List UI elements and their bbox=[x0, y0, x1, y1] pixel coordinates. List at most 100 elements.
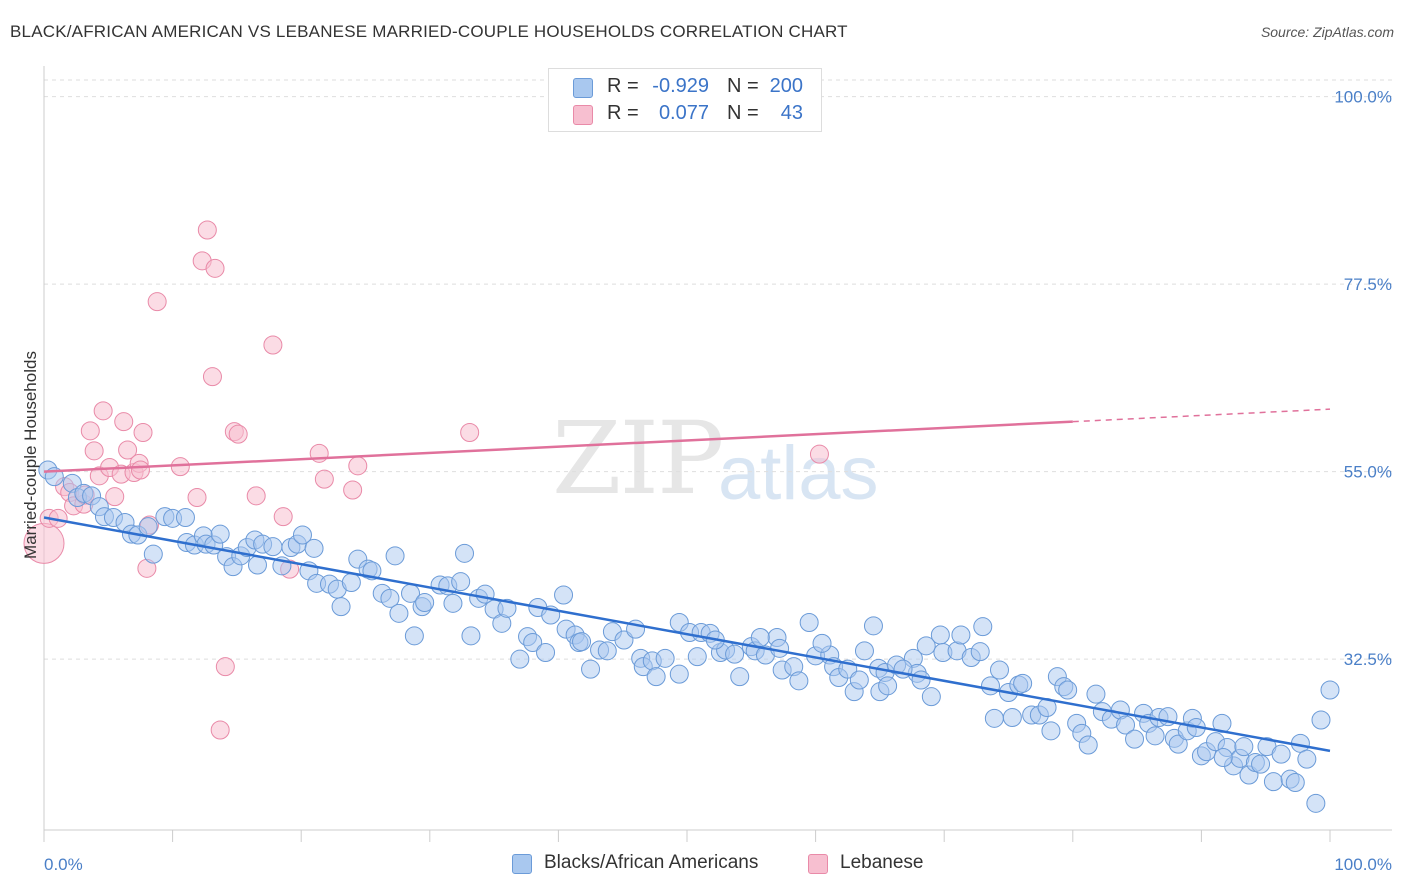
black-african-american-point bbox=[980, 676, 1000, 696]
black-african-american-points bbox=[38, 460, 1340, 813]
black-african-american-point bbox=[143, 544, 163, 564]
x-tick-label: 0.0% bbox=[44, 855, 83, 874]
black-african-american-point bbox=[849, 670, 869, 690]
y-tick-label: 77.5% bbox=[1344, 275, 1392, 294]
watermark-zip: ZIP bbox=[552, 400, 724, 517]
black-african-american-point bbox=[572, 632, 592, 652]
black-african-american-point bbox=[497, 598, 517, 618]
black-african-american-point bbox=[984, 708, 1004, 728]
black-african-american-point bbox=[581, 659, 601, 679]
lebanese-point bbox=[314, 469, 334, 489]
source-label: Source: ZipAtlas.com bbox=[1260, 24, 1394, 40]
black-african-american-point bbox=[1086, 684, 1106, 704]
black-african-american-point bbox=[461, 626, 481, 646]
black-african-american-point bbox=[854, 641, 874, 661]
n-label: N = bbox=[727, 75, 759, 97]
black-african-american-point bbox=[669, 664, 689, 684]
lebanese-point bbox=[114, 412, 134, 432]
lebanese-points bbox=[23, 220, 829, 740]
y-axis-label: Married-couple Households bbox=[21, 351, 40, 559]
black-african-american-point bbox=[1271, 744, 1291, 764]
black-african-american-point bbox=[911, 670, 931, 690]
black-african-american-point bbox=[1168, 734, 1188, 754]
black-african-american-point bbox=[247, 555, 267, 575]
lebanese-point bbox=[133, 423, 153, 442]
black-african-american-point bbox=[1145, 726, 1165, 746]
black-african-american-point bbox=[973, 617, 993, 637]
legend-row-blacks: R = -0.929 N = 200 bbox=[549, 73, 821, 101]
lebanese-point bbox=[80, 421, 100, 441]
black-african-american-point bbox=[951, 625, 971, 645]
black-african-american-point bbox=[789, 671, 809, 691]
black-african-american-point bbox=[263, 537, 283, 557]
black-african-american-point bbox=[597, 641, 617, 661]
lebanese-point bbox=[210, 720, 230, 740]
lebanese-point bbox=[105, 487, 125, 507]
black-african-american-point bbox=[812, 633, 832, 653]
n-value: 43 bbox=[780, 102, 803, 124]
legend-swatch-pink bbox=[573, 105, 593, 125]
black-african-american-point bbox=[930, 625, 950, 645]
black-african-american-point bbox=[1116, 715, 1136, 735]
black-african-american-point bbox=[1013, 673, 1033, 693]
lebanese-point bbox=[273, 507, 293, 527]
black-african-american-point bbox=[389, 603, 409, 623]
black-african-american-point bbox=[655, 648, 675, 668]
lebanese-point bbox=[205, 258, 225, 278]
black-african-american-point bbox=[523, 633, 543, 652]
black-african-american-point bbox=[1285, 773, 1305, 792]
n-label: N = bbox=[727, 102, 759, 124]
legend-row-lebanese: R = 0.077 N = 43 bbox=[549, 100, 821, 128]
black-african-american-point bbox=[415, 593, 435, 612]
lebanese-trend-extension bbox=[1072, 408, 1331, 423]
black-african-american-point bbox=[863, 616, 883, 636]
lebanese-point bbox=[348, 456, 368, 476]
lebanese-trend-line bbox=[43, 420, 1073, 473]
black-african-american-point bbox=[750, 628, 770, 647]
black-african-american-point bbox=[725, 644, 745, 664]
lebanese-point bbox=[170, 457, 190, 477]
black-african-american-point bbox=[921, 687, 941, 707]
lebanese-point bbox=[147, 292, 167, 312]
lebanese-point bbox=[84, 441, 104, 461]
black-african-american-point bbox=[646, 667, 666, 687]
black-african-american-point bbox=[730, 667, 750, 687]
legend-swatch-blue bbox=[512, 854, 532, 874]
black-african-american-point bbox=[341, 573, 361, 592]
black-african-american-point bbox=[1213, 748, 1233, 767]
black-african-american-point bbox=[175, 508, 195, 527]
r-value: 0.077 bbox=[658, 102, 709, 124]
black-african-american-point bbox=[292, 525, 312, 545]
y-tick-label: 32.5% bbox=[1344, 650, 1392, 669]
black-african-american-point bbox=[1041, 721, 1061, 741]
black-african-american-point bbox=[1297, 749, 1317, 769]
r-label: R = bbox=[607, 75, 639, 97]
lebanese-point bbox=[343, 480, 363, 500]
legend-swatch-pink bbox=[808, 854, 828, 874]
r-label: R = bbox=[607, 102, 639, 124]
black-african-american-point bbox=[799, 613, 819, 632]
black-african-american-point bbox=[304, 538, 324, 558]
legend-swatch-blue bbox=[573, 78, 593, 98]
lebanese-point bbox=[187, 488, 207, 507]
legend-label: Blacks/African Americans bbox=[544, 852, 759, 873]
lebanese-point bbox=[202, 367, 222, 387]
black-african-american-point bbox=[1311, 710, 1331, 730]
black-african-american-point bbox=[989, 660, 1009, 680]
black-african-american-point bbox=[385, 546, 405, 566]
x-tick-label: 100.0% bbox=[1334, 855, 1392, 874]
y-tick-label: 100.0% bbox=[1334, 88, 1392, 107]
lebanese-point bbox=[118, 440, 138, 460]
black-african-american-point bbox=[510, 649, 530, 669]
black-african-american-point bbox=[1002, 708, 1022, 727]
lebanese-point bbox=[263, 335, 283, 355]
black-african-american-point bbox=[1058, 680, 1078, 700]
black-african-american-point bbox=[1125, 729, 1145, 749]
n-value: 200 bbox=[769, 75, 803, 97]
tick-labels: 32.5% 55.0% 77.5% 100.0% 0.0% 100.0% bbox=[44, 88, 1392, 874]
black-african-american-point bbox=[138, 517, 158, 537]
black-african-american-point bbox=[770, 638, 790, 658]
black-african-american-point bbox=[878, 676, 898, 696]
black-african-american-point bbox=[554, 585, 574, 605]
